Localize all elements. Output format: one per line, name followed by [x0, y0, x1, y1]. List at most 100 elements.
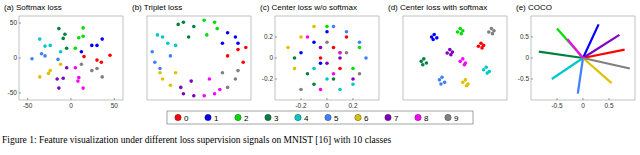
point: [57, 86, 61, 90]
plot-frame: [403, 16, 507, 100]
point: [459, 32, 463, 36]
legend-label: 4: [304, 114, 309, 123]
point: [192, 25, 196, 29]
point: [218, 88, 222, 92]
point: [80, 50, 84, 54]
x-tick: [557, 98, 558, 100]
y-tick-label: 0.5: [520, 33, 529, 40]
series-line: [578, 58, 583, 94]
y-tick: [531, 79, 533, 80]
point: [55, 77, 59, 81]
point: [100, 37, 104, 41]
x-tick: [583, 98, 584, 100]
point: [202, 18, 206, 22]
x-tick: [327, 98, 328, 100]
point: [205, 33, 209, 37]
point: [448, 48, 452, 52]
point: [332, 46, 336, 50]
legend-label: 1: [214, 114, 219, 123]
point: [221, 71, 225, 75]
point: [43, 54, 47, 58]
series-line: [583, 35, 619, 58]
point: [226, 31, 230, 35]
legend-label: 2: [244, 114, 249, 123]
point: [325, 61, 329, 65]
point: [351, 77, 355, 81]
panel: (e) COCO-0.500.5-0.500.5: [516, 3, 635, 109]
point: [63, 32, 67, 36]
x-tick-label: -50: [23, 102, 33, 109]
point: [95, 58, 99, 62]
y-tick-label: 0.2: [264, 33, 273, 40]
point: [306, 72, 310, 76]
point: [345, 30, 349, 34]
legend-swatch: [385, 114, 391, 120]
legend-label: 0: [184, 114, 189, 123]
point: [299, 88, 303, 92]
point: [81, 35, 85, 39]
point: [90, 44, 94, 48]
point: [161, 35, 165, 39]
legend-label: 7: [394, 114, 399, 123]
point: [47, 72, 51, 76]
point: [293, 56, 297, 60]
point: [174, 44, 178, 48]
point: [445, 51, 449, 55]
point: [95, 44, 99, 48]
point: [76, 79, 80, 83]
plot-frame: [19, 16, 123, 100]
point: [465, 84, 469, 88]
point: [153, 60, 157, 64]
point: [461, 81, 465, 85]
legend-swatch: [175, 114, 181, 120]
point: [202, 94, 206, 98]
legend-box: [167, 111, 473, 124]
x-tick: [71, 98, 72, 100]
point: [215, 27, 219, 31]
point: [213, 92, 217, 96]
point: [456, 30, 460, 34]
marks: [30, 26, 112, 90]
series-line: [567, 39, 583, 58]
point: [43, 44, 47, 48]
point: [182, 92, 186, 96]
point: [332, 72, 336, 76]
x-tick-label: -0.5: [551, 102, 563, 109]
legend-label: 3: [274, 114, 279, 123]
point: [90, 69, 94, 73]
x-tick: [27, 98, 28, 100]
y-tick-label: -0.5: [518, 75, 530, 82]
point: [38, 37, 42, 41]
x-tick: [301, 98, 302, 100]
legend-swatch: [205, 114, 211, 120]
point: [169, 54, 173, 58]
point: [192, 94, 196, 98]
point: [464, 78, 468, 82]
series-line: [552, 58, 583, 79]
panel: (b) Triplet loss: [132, 3, 251, 100]
point: [57, 27, 61, 31]
x-tick-label: 0.2: [348, 102, 357, 109]
point: [338, 67, 342, 71]
point: [61, 77, 65, 81]
y-tick-label: 0: [13, 54, 17, 61]
point: [461, 57, 465, 61]
point: [100, 60, 104, 64]
y-tick-label: -0.2: [262, 75, 274, 82]
plot-frame: [147, 16, 251, 100]
marks: [150, 18, 247, 97]
legend-swatch: [445, 114, 451, 120]
point: [236, 69, 240, 73]
point: [100, 75, 104, 79]
point: [38, 75, 42, 79]
y-tick: [19, 58, 21, 59]
x-tick: [353, 98, 354, 100]
point: [312, 40, 316, 44]
point: [338, 51, 342, 55]
series-line: [583, 58, 630, 69]
legend-label: 5: [334, 114, 339, 123]
point: [56, 58, 60, 62]
plot-frame: [531, 16, 635, 100]
point: [482, 68, 486, 72]
y-tick: [531, 37, 533, 38]
